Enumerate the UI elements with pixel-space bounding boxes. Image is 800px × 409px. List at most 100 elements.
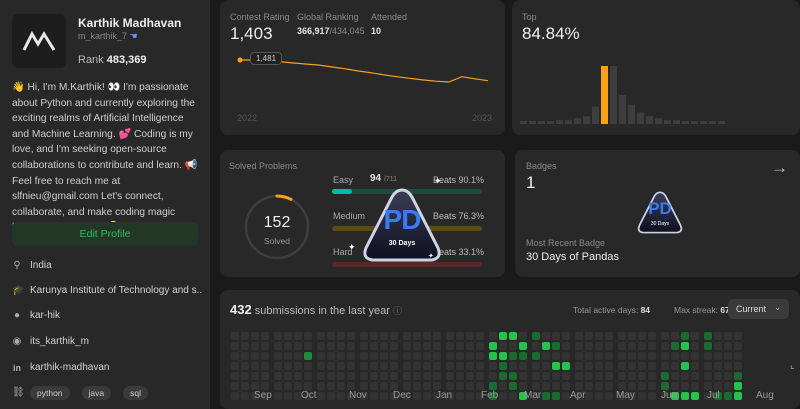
heatmap-cell[interactable] (509, 382, 517, 390)
heatmap-cell[interactable] (284, 382, 292, 390)
heatmap-cell[interactable] (476, 372, 484, 380)
heatmap-cell[interactable] (552, 372, 560, 380)
heatmap-cell[interactable] (347, 362, 355, 370)
heatmap-cell[interactable] (562, 342, 570, 350)
heatmap-cell[interactable] (618, 382, 626, 390)
heatmap-cell[interactable] (704, 352, 712, 360)
heatmap-cell[interactable] (317, 362, 325, 370)
heatmap-cell[interactable] (562, 382, 570, 390)
heatmap-cell[interactable] (261, 332, 269, 340)
heatmap-cell[interactable] (661, 392, 669, 400)
heatmap-cell[interactable] (734, 342, 742, 350)
heatmap-cell[interactable] (628, 352, 636, 360)
heatmap-cell[interactable] (681, 332, 689, 340)
heatmap-cell[interactable] (489, 382, 497, 390)
heatmap-cell[interactable] (337, 392, 345, 400)
heatmap-cell[interactable] (390, 352, 398, 360)
heatmap-cell[interactable] (489, 332, 497, 340)
heatmap-cell[interactable] (714, 332, 722, 340)
heatmap-cell[interactable] (251, 372, 259, 380)
heatmap-cell[interactable] (380, 332, 388, 340)
heatmap-cell[interactable] (509, 372, 517, 380)
heatmap-cell[interactable] (585, 392, 593, 400)
heatmap-cell[interactable] (585, 382, 593, 390)
heatmap-cell[interactable] (231, 352, 239, 360)
heatmap-cell[interactable] (704, 362, 712, 370)
heatmap-cell[interactable] (691, 382, 699, 390)
heatmap-cell[interactable] (532, 392, 540, 400)
heatmap-cell[interactable] (499, 382, 507, 390)
heatmap-cell[interactable] (542, 352, 550, 360)
heatmap-cell[interactable] (734, 392, 742, 400)
heatmap-cell[interactable] (327, 332, 335, 340)
heatmap-cell[interactable] (403, 342, 411, 350)
heatmap-cell[interactable] (575, 382, 583, 390)
heatmap-cell[interactable] (370, 382, 378, 390)
heatmap-cell[interactable] (532, 332, 540, 340)
heatmap-cell[interactable] (337, 382, 345, 390)
heatmap-cell[interactable] (638, 352, 646, 360)
heatmap-cell[interactable] (638, 392, 646, 400)
heatmap-cell[interactable] (241, 392, 249, 400)
heatmap-cell[interactable] (284, 332, 292, 340)
heatmap-cell[interactable] (446, 362, 454, 370)
heatmap-cell[interactable] (231, 332, 239, 340)
heatmap-cell[interactable] (274, 352, 282, 360)
heatmap-cell[interactable] (704, 342, 712, 350)
heatmap-cell[interactable] (509, 352, 517, 360)
heatmap-cell[interactable] (370, 392, 378, 400)
heatmap-cell[interactable] (456, 372, 464, 380)
heatmap-cell[interactable] (595, 392, 603, 400)
heatmap-cell[interactable] (261, 392, 269, 400)
heatmap-cell[interactable] (274, 382, 282, 390)
heatmap-cell[interactable] (542, 332, 550, 340)
heatmap-cell[interactable] (403, 392, 411, 400)
heatmap-cell[interactable] (628, 332, 636, 340)
heatmap-cell[interactable] (317, 392, 325, 400)
heatmap-cell[interactable] (605, 332, 613, 340)
heatmap-cell[interactable] (552, 392, 560, 400)
heatmap-cell[interactable] (390, 342, 398, 350)
heatmap-cell[interactable] (446, 372, 454, 380)
heatmap-cell[interactable] (509, 332, 517, 340)
heatmap-cell[interactable] (241, 342, 249, 350)
heatmap-cell[interactable] (380, 362, 388, 370)
heatmap-cell[interactable] (403, 352, 411, 360)
heatmap-cell[interactable] (585, 352, 593, 360)
heatmap-cell[interactable] (476, 332, 484, 340)
heatmap-cell[interactable] (499, 352, 507, 360)
twitter-link[interactable]: ◉ its_karthik_m (12, 336, 89, 347)
heatmap-cell[interactable] (261, 362, 269, 370)
heatmap-cell[interactable] (284, 392, 292, 400)
heatmap-cell[interactable] (423, 342, 431, 350)
heatmap-cell[interactable] (661, 332, 669, 340)
skill-tag[interactable]: python (30, 386, 70, 400)
heatmap-cell[interactable] (317, 382, 325, 390)
heatmap-cell[interactable] (231, 382, 239, 390)
heatmap-cell[interactable] (714, 382, 722, 390)
heatmap-cell[interactable] (532, 362, 540, 370)
heatmap-cell[interactable] (499, 342, 507, 350)
heatmap-cell[interactable] (704, 332, 712, 340)
heatmap-cell[interactable] (423, 392, 431, 400)
heatmap-cell[interactable] (605, 362, 613, 370)
year-dropdown[interactable]: Current ⌄ (728, 299, 789, 319)
heatmap-cell[interactable] (476, 352, 484, 360)
heatmap-cell[interactable] (466, 342, 474, 350)
heatmap-cell[interactable] (304, 352, 312, 360)
heatmap-cell[interactable] (327, 342, 335, 350)
heatmap-cell[interactable] (476, 362, 484, 370)
heatmap-cell[interactable] (284, 362, 292, 370)
heatmap-cell[interactable] (618, 342, 626, 350)
arrow-right-icon[interactable]: → (771, 158, 788, 177)
heatmap-cell[interactable] (552, 362, 560, 370)
heatmap-cell[interactable] (403, 372, 411, 380)
heatmap-cell[interactable] (370, 342, 378, 350)
heatmap-cell[interactable] (552, 342, 560, 350)
heatmap-cell[interactable] (605, 382, 613, 390)
heatmap-cell[interactable] (542, 342, 550, 350)
heatmap-cell[interactable] (489, 392, 497, 400)
heatmap-cell[interactable] (241, 372, 249, 380)
heatmap-cell[interactable] (347, 372, 355, 380)
heatmap-cell[interactable] (552, 382, 560, 390)
